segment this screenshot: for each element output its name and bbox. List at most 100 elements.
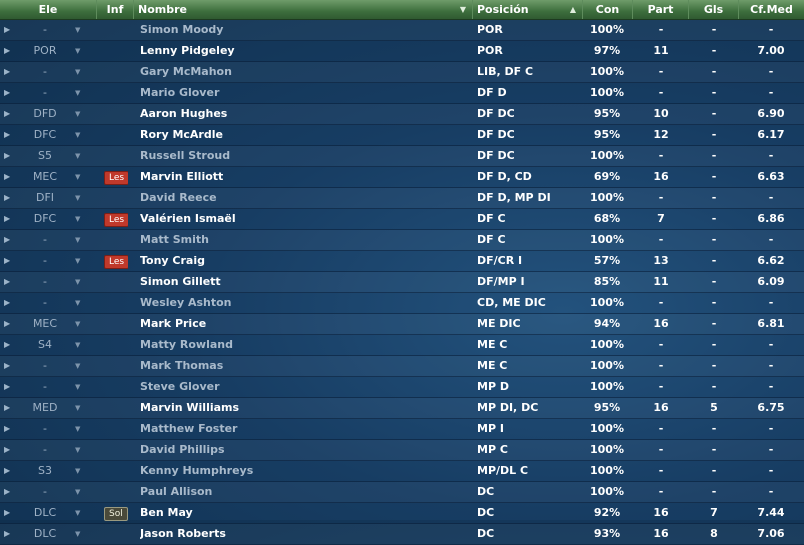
player-name[interactable]: Kenny Humphreys — [140, 464, 254, 477]
player-name[interactable]: Matthew Foster — [140, 422, 238, 435]
expand-arrow-icon[interactable]: ▶ — [4, 277, 11, 286]
role-dropdown-icon[interactable]: ▼ — [75, 26, 81, 34]
player-role[interactable]: DFC — [33, 212, 57, 225]
player-row[interactable]: ▶ - ▼ Steve Glover MP D 100% - - - — [0, 377, 804, 398]
player-name[interactable]: Marvin Elliott — [140, 170, 224, 183]
expand-arrow-icon[interactable]: ▶ — [4, 25, 11, 34]
player-row[interactable]: ▶ - ▼ Simon Moody POR 100% - - - — [0, 20, 804, 41]
role-dropdown-icon[interactable]: ▼ — [75, 320, 81, 328]
player-row[interactable]: ▶ S3 ▼ Kenny Humphreys MP/DL C 100% - - - — [0, 461, 804, 482]
player-name[interactable]: Mario Glover — [140, 86, 220, 99]
injury-badge[interactable]: Les — [104, 171, 128, 185]
role-dropdown-icon[interactable]: ▼ — [75, 278, 81, 286]
player-name[interactable]: Simon Moody — [140, 23, 224, 36]
dropdown-icon[interactable]: ▼ — [459, 5, 466, 14]
role-dropdown-icon[interactable]: ▼ — [75, 509, 81, 517]
role-dropdown-icon[interactable]: ▼ — [75, 68, 81, 76]
player-row[interactable]: ▶ - ▼ Matt Smith DF C 100% - - - — [0, 230, 804, 251]
player-row[interactable]: ▶ MEC ▼ Les Marvin Elliott DF D, CD 69% 16 - 6.63 — [0, 167, 804, 188]
player-role[interactable]: DLC — [33, 506, 57, 519]
role-dropdown-icon[interactable]: ▼ — [75, 425, 81, 433]
player-name[interactable]: Simon Gillett — [140, 275, 221, 288]
expand-arrow-icon[interactable]: ▶ — [4, 445, 11, 454]
expand-arrow-icon[interactable]: ▶ — [4, 361, 11, 370]
expand-arrow-icon[interactable]: ▶ — [4, 529, 11, 538]
player-role[interactable]: DFD — [33, 107, 57, 120]
column-header-cfmed[interactable]: Cf.Med — [750, 3, 793, 16]
expand-arrow-icon[interactable]: ▶ — [4, 382, 11, 391]
player-name[interactable]: Mark Price — [140, 317, 207, 330]
player-name[interactable]: Wesley Ashton — [140, 296, 232, 309]
player-role[interactable]: MED — [32, 401, 58, 414]
expand-arrow-icon[interactable]: ▶ — [4, 319, 11, 328]
player-row[interactable]: ▶ DFC ▼ Rory McArdle DF DC 95% 12 - 6.17 — [0, 125, 804, 146]
player-role[interactable]: - — [43, 296, 47, 309]
player-role[interactable]: - — [43, 443, 47, 456]
player-role[interactable]: MEC — [32, 170, 58, 183]
role-dropdown-icon[interactable]: ▼ — [75, 110, 81, 118]
player-role[interactable]: S5 — [38, 149, 52, 162]
player-row[interactable]: ▶ - ▼ Les Tony Craig DF/CR I 57% 13 - 6.62 — [0, 251, 804, 272]
player-role[interactable]: - — [43, 65, 47, 78]
player-row[interactable]: ▶ - ▼ Wesley Ashton CD, ME DIC 100% - - - — [0, 293, 804, 314]
role-dropdown-icon[interactable]: ▼ — [75, 299, 81, 307]
player-role[interactable]: - — [43, 233, 47, 246]
player-name[interactable]: Gary McMahon — [140, 65, 232, 78]
expand-arrow-icon[interactable]: ▶ — [4, 256, 11, 265]
player-row[interactable]: ▶ - ▼ Mario Glover DF D 100% - - - — [0, 83, 804, 104]
role-dropdown-icon[interactable]: ▼ — [75, 89, 81, 97]
player-role[interactable]: - — [43, 275, 47, 288]
role-dropdown-icon[interactable]: ▼ — [75, 215, 81, 223]
player-row[interactable]: ▶ - ▼ Simon Gillett DF/MP I 85% 11 - 6.09 — [0, 272, 804, 293]
player-row[interactable]: ▶ - ▼ Matthew Foster MP I 100% - - - — [0, 419, 804, 440]
expand-arrow-icon[interactable]: ▶ — [4, 487, 11, 496]
expand-arrow-icon[interactable]: ▶ — [4, 298, 11, 307]
role-dropdown-icon[interactable]: ▼ — [75, 47, 81, 55]
player-role[interactable]: - — [43, 254, 47, 267]
player-row[interactable]: ▶ DFC ▼ Les Valérien Ismaël DF C 68% 7 - 6.86 — [0, 209, 804, 230]
player-name[interactable]: Paul Allison — [140, 485, 213, 498]
player-row[interactable]: ▶ DLC ▼ Sol Ben May DC 92% 16 7 7.44 — [0, 503, 804, 524]
player-row[interactable]: ▶ DFI ▼ David Reece DF D, MP DI 100% - - - — [0, 188, 804, 209]
player-role[interactable]: - — [43, 86, 47, 99]
player-name[interactable]: Russell Stroud — [140, 149, 231, 162]
player-name[interactable]: David Phillips — [140, 443, 225, 456]
injury-badge[interactable]: Les — [104, 255, 128, 269]
expand-arrow-icon[interactable]: ▶ — [4, 214, 11, 223]
expand-arrow-icon[interactable]: ▶ — [4, 235, 11, 244]
player-row[interactable]: ▶ S4 ▼ Matty Rowland ME C 100% - - - — [0, 335, 804, 356]
player-name[interactable]: Jason Roberts — [140, 527, 226, 540]
expand-arrow-icon[interactable]: ▶ — [4, 151, 11, 160]
player-name[interactable]: Lenny Pidgeley — [140, 44, 235, 57]
role-dropdown-icon[interactable]: ▼ — [75, 257, 81, 265]
role-dropdown-icon[interactable]: ▼ — [75, 194, 81, 202]
player-role[interactable]: POR — [33, 44, 57, 57]
player-name[interactable]: Marvin Williams — [140, 401, 240, 414]
player-role[interactable]: DFI — [35, 191, 55, 204]
expand-arrow-icon[interactable]: ▶ — [4, 46, 11, 55]
expand-arrow-icon[interactable]: ▶ — [4, 172, 11, 181]
player-row[interactable]: ▶ MEC ▼ Mark Price ME DIC 94% 16 - 6.81 — [0, 314, 804, 335]
player-row[interactable]: ▶ DLC ▼ Jason Roberts DC 93% 16 8 7.06 — [0, 524, 804, 545]
column-header-nombre[interactable]: Nombre ▼ — [134, 0, 473, 19]
expand-arrow-icon[interactable]: ▶ — [4, 508, 11, 517]
column-header-ele[interactable]: Ele — [0, 0, 97, 19]
player-row[interactable]: ▶ - ▼ Mark Thomas ME C 100% - - - — [0, 356, 804, 377]
expand-arrow-icon[interactable]: ▶ — [4, 130, 11, 139]
role-dropdown-icon[interactable]: ▼ — [75, 152, 81, 160]
player-name[interactable]: Matt Smith — [140, 233, 209, 246]
player-row[interactable]: ▶ DFD ▼ Aaron Hughes DF DC 95% 10 - 6.90 — [0, 104, 804, 125]
player-row[interactable]: ▶ S5 ▼ Russell Stroud DF DC 100% - - - — [0, 146, 804, 167]
injury-badge[interactable]: Les — [104, 213, 128, 227]
player-row[interactable]: ▶ - ▼ Gary McMahon LIB, DF C 100% - - - — [0, 62, 804, 83]
expand-arrow-icon[interactable]: ▶ — [4, 340, 11, 349]
player-row[interactable]: ▶ POR ▼ Lenny Pidgeley POR 97% 11 - 7.00 — [0, 41, 804, 62]
expand-arrow-icon[interactable]: ▶ — [4, 109, 11, 118]
player-role[interactable]: DLC — [33, 527, 57, 540]
player-row[interactable]: ▶ - ▼ David Phillips MP C 100% - - - — [0, 440, 804, 461]
player-name[interactable]: Rory McArdle — [140, 128, 223, 141]
column-header-inf[interactable]: Inf — [97, 0, 134, 19]
role-dropdown-icon[interactable]: ▼ — [75, 446, 81, 454]
player-name[interactable]: Ben May — [140, 506, 193, 519]
role-dropdown-icon[interactable]: ▼ — [75, 236, 81, 244]
